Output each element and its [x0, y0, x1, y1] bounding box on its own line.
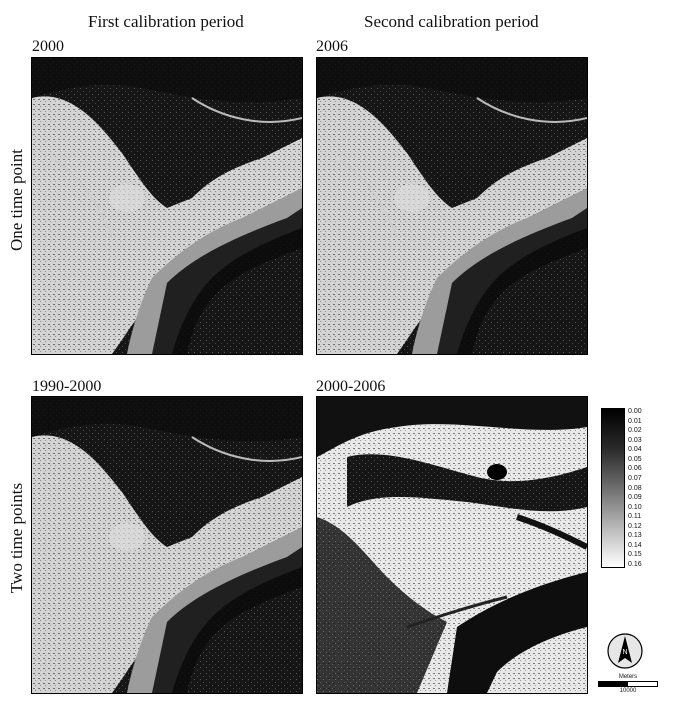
probability-map [317, 397, 587, 693]
legend-tick: 0.00 [628, 408, 642, 415]
scale-bar: Meters 10000 [598, 674, 658, 694]
legend-tick: 0.03 [628, 436, 642, 444]
legend-tick: 0.04 [628, 446, 642, 454]
scale-bar-unit: Meters [618, 674, 638, 680]
legend-tick: 0.10 [628, 503, 642, 511]
probability-map [32, 58, 302, 354]
column-heading-first-period: First calibration period [88, 12, 244, 31]
scale-bar-graphic [598, 681, 658, 687]
probability-map [32, 397, 302, 693]
column-heading-second-period: Second calibration period [364, 12, 539, 31]
legend-tick: 0.05 [628, 455, 642, 463]
legend-tick: 0.15 [628, 551, 642, 559]
panel-label-2000: 2000 [32, 38, 64, 55]
probability-map [317, 58, 587, 354]
legend-tick: 0.06 [628, 465, 642, 473]
map-panel-bottom-left [31, 396, 303, 694]
north-arrow-icon: N [606, 632, 644, 670]
legend-tick: 0.02 [628, 427, 642, 435]
legend-tick: 0.12 [628, 522, 642, 530]
legend-color-ramp [601, 408, 625, 568]
legend-tick: 0.13 [628, 532, 642, 540]
scale-bar-value: 10000 [619, 688, 637, 694]
legend-tick-labels: 0.00 0.01 0.02 0.03 0.04 0.05 0.06 0.07 … [628, 408, 642, 568]
panel-label-1990-2000: 1990-2000 [32, 378, 102, 395]
legend-tick: 0.14 [628, 541, 642, 549]
panel-label-2006: 2006 [316, 38, 348, 55]
legend-tick: 0.08 [628, 484, 642, 492]
map-panel-bottom-right [316, 396, 588, 694]
map-panel-top-right [316, 57, 588, 355]
row-heading-two-time-points: Two time points [7, 482, 26, 594]
legend-tick: 0.16 [628, 561, 642, 568]
panel-label-2000-2006: 2000-2006 [316, 378, 386, 395]
legend-tick: 0.01 [628, 417, 642, 425]
legend-tick: 0.11 [628, 513, 642, 521]
north-letter: N [622, 649, 627, 656]
legend-tick: 0.09 [628, 494, 642, 502]
map-panel-top-left [31, 57, 303, 355]
legend: 0.00 0.01 0.02 0.03 0.04 0.05 0.06 0.07 … [601, 408, 642, 568]
row-heading-one-time-point: One time point [7, 149, 26, 251]
legend-tick: 0.07 [628, 474, 642, 482]
